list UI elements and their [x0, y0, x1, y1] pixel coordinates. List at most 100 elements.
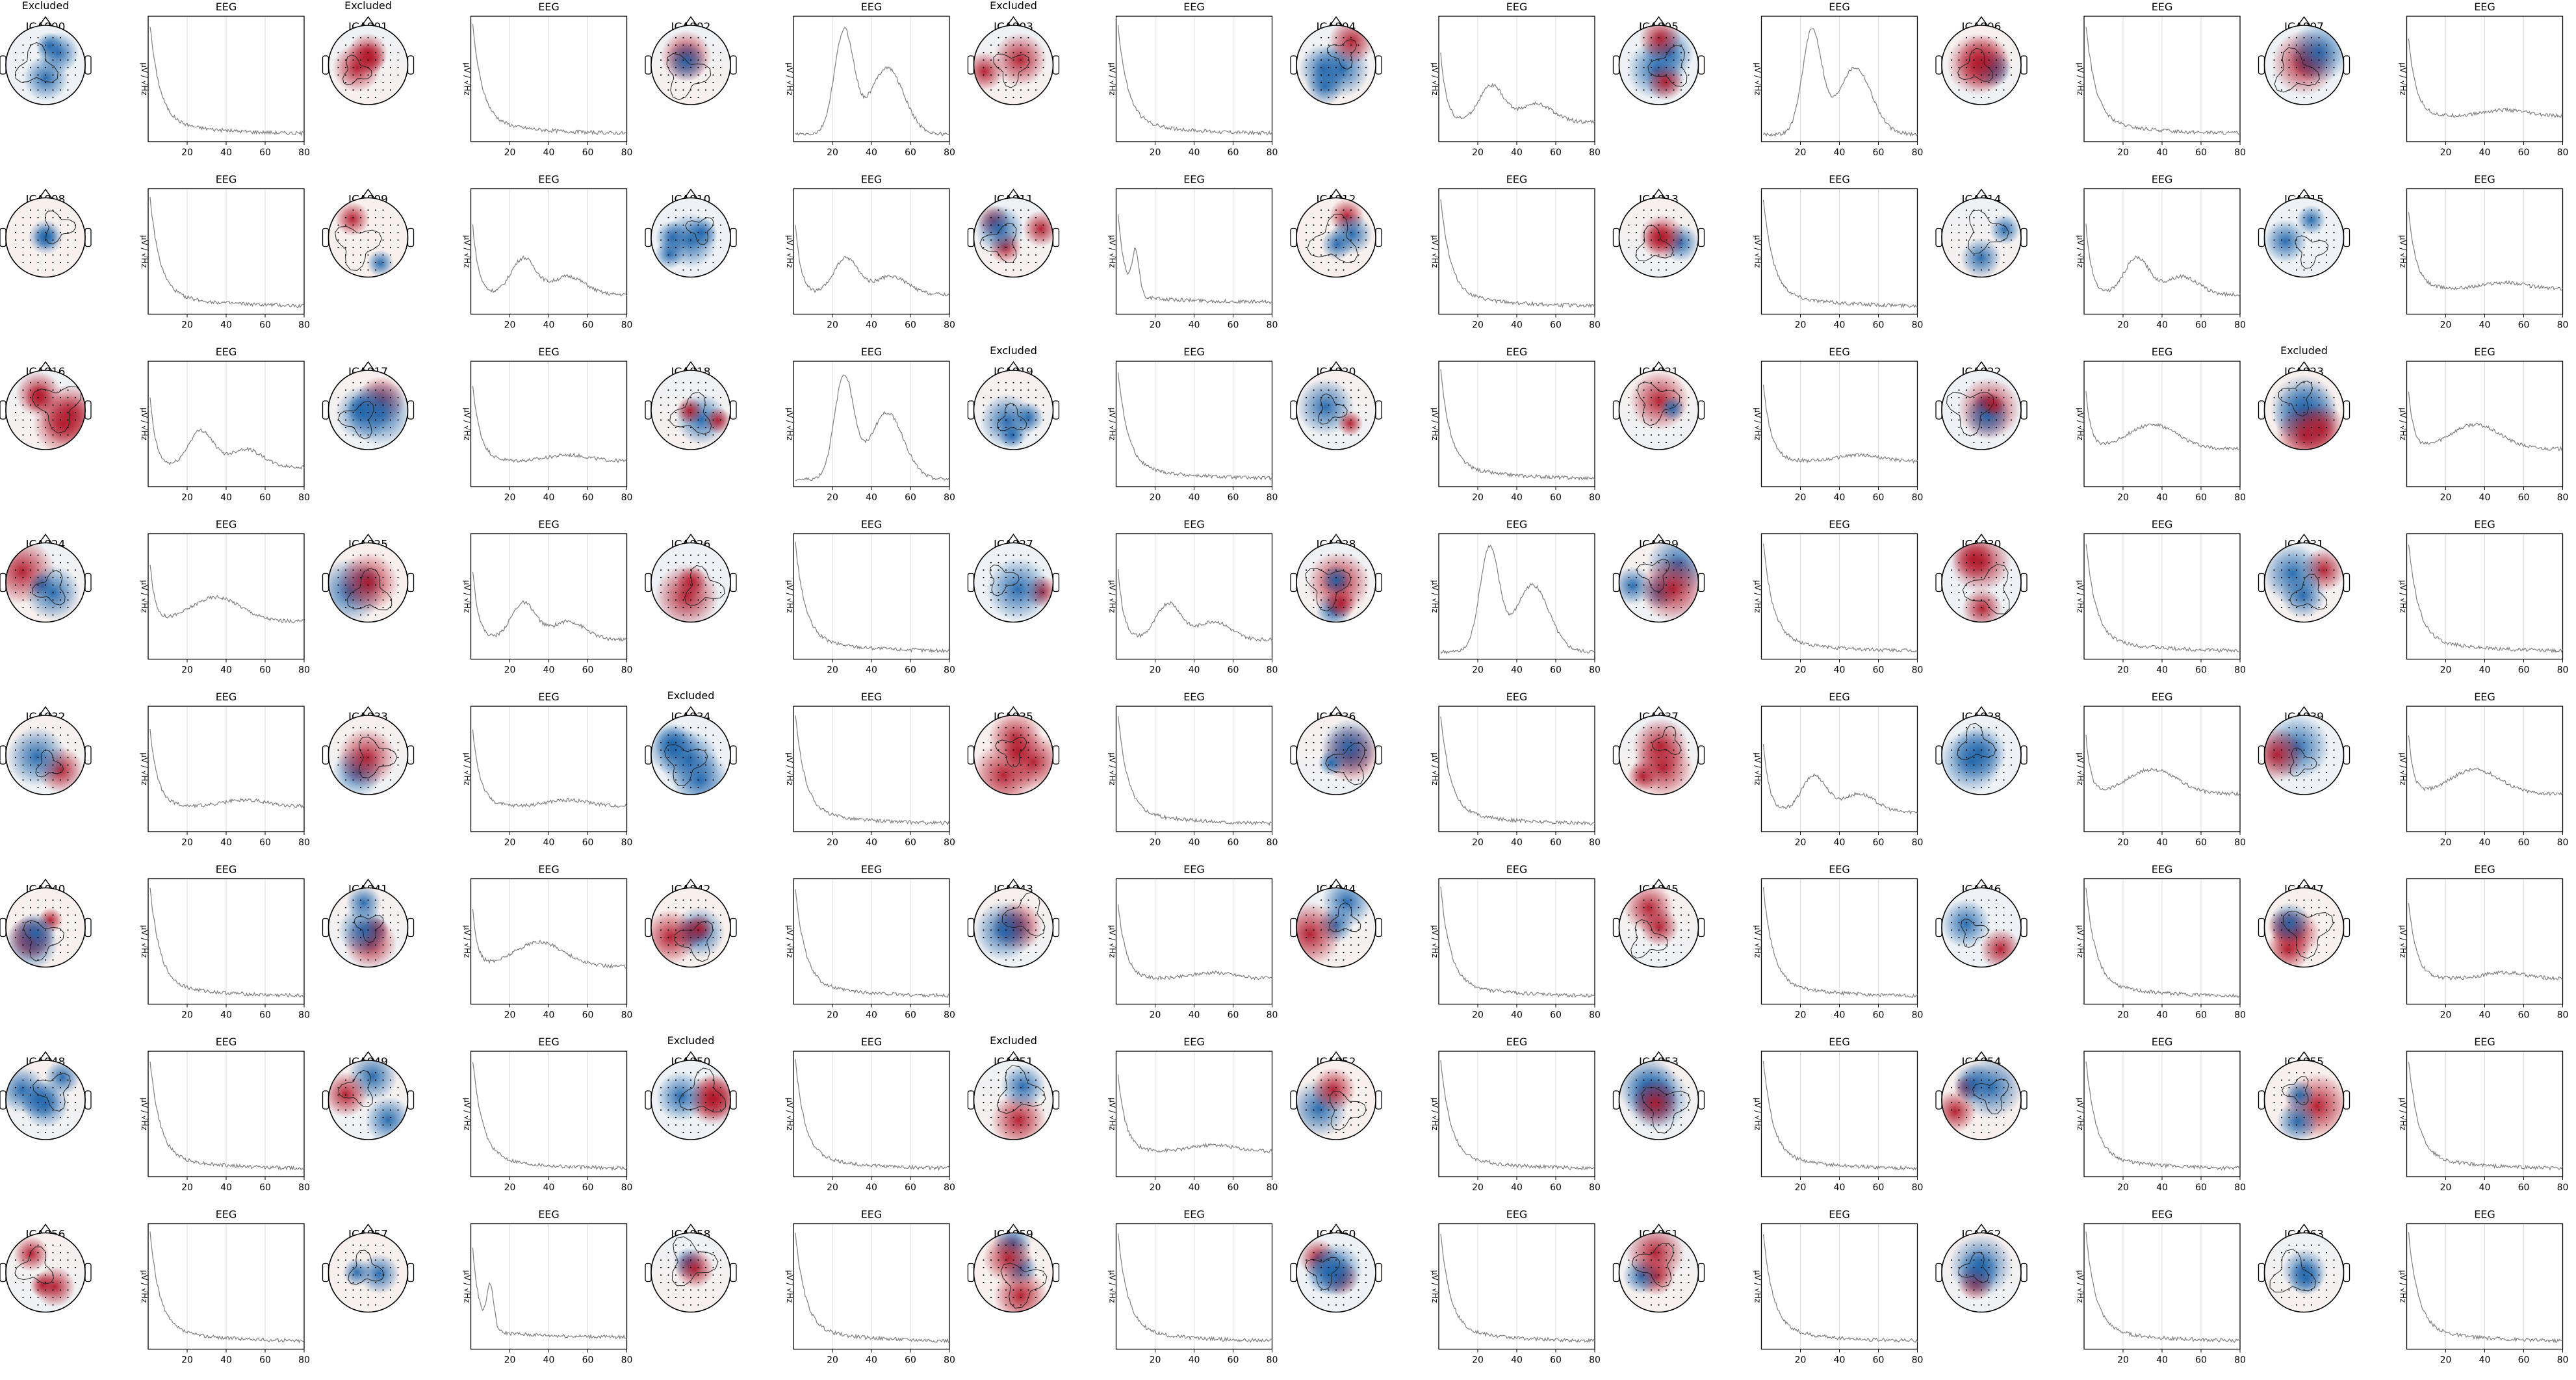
x-tick-label: 60 — [259, 837, 271, 848]
spectrum-plot: EEG 20 40 60 80 µV / √Hz — [1108, 1036, 1278, 1193]
x-tick-label: 60 — [2518, 147, 2530, 158]
x-tick-label: 80 — [298, 147, 310, 158]
spectrum-plot: EEG 20 40 60 80 µV / √Hz — [463, 1036, 633, 1193]
x-tick-label: 60 — [1873, 147, 1885, 158]
spectrum-line — [1440, 199, 1595, 308]
topomap — [645, 706, 737, 795]
spectrum-title: EEG — [216, 691, 237, 703]
x-tick-label: 40 — [1834, 1182, 1846, 1193]
spectrum-plot: EEG 20 40 60 80 µV / √Hz — [1430, 1208, 1601, 1366]
x-tick-label: 80 — [298, 665, 310, 676]
topomap — [0, 533, 92, 623]
x-tick-label: 20 — [827, 1010, 838, 1021]
x-tick-label: 80 — [298, 1182, 310, 1193]
y-axis-label: µV / √Hz — [2076, 580, 2085, 613]
y-axis-label: µV / √Hz — [2076, 1270, 2085, 1303]
spectrum-title: EEG — [1829, 1208, 1850, 1221]
spectrum-line — [1440, 716, 1595, 826]
x-tick-label: 20 — [1795, 1182, 1807, 1193]
spectrum-line — [795, 225, 950, 297]
x-tick-label: 20 — [504, 147, 516, 158]
topomap — [2258, 188, 2351, 278]
spectrum-plot: EEG 20 40 60 80 µV / √Hz — [2076, 691, 2246, 848]
topomap — [1290, 361, 1382, 450]
x-tick-label: 20 — [1795, 1010, 1807, 1021]
spectrum-title: EEG — [1183, 1, 1205, 13]
topomap — [2258, 1051, 2351, 1140]
x-tick-label: 40 — [543, 320, 555, 331]
topomap — [1290, 1051, 1382, 1140]
topomap — [1935, 361, 2028, 450]
x-tick-label: 40 — [2479, 1010, 2491, 1021]
spectrum-title: EEG — [2152, 863, 2173, 876]
x-tick-label: 60 — [1228, 492, 1239, 503]
x-tick-label: 20 — [1795, 147, 1807, 158]
spectrum-line — [2085, 390, 2241, 451]
spectrum-title: EEG — [1183, 173, 1205, 186]
x-tick-label: 20 — [181, 147, 193, 158]
spectrum-title: EEG — [538, 691, 560, 703]
excluded-label: Excluded — [667, 689, 715, 702]
y-axis-label: µV / √Hz — [1753, 580, 1762, 613]
topomap — [1290, 16, 1382, 105]
topomap — [322, 533, 415, 623]
x-tick-label: 20 — [504, 1182, 516, 1193]
spectrum-line — [1117, 25, 1273, 136]
x-tick-label: 60 — [582, 320, 594, 331]
x-tick-label: 20 — [1795, 320, 1807, 331]
spectrum-line — [149, 27, 305, 136]
spectrum-title: EEG — [2474, 1036, 2495, 1048]
spectrum-plot: EEG 20 40 60 80 µV / √Hz — [140, 863, 310, 1021]
spectrum-title: EEG — [1829, 1036, 1850, 1048]
x-tick-label: 40 — [1834, 1355, 1846, 1366]
spectrum-line — [472, 224, 628, 297]
x-tick-label: 20 — [181, 492, 193, 503]
x-tick-label: 60 — [1873, 1010, 1885, 1021]
x-tick-label: 80 — [1912, 1355, 1924, 1366]
topomap — [1612, 16, 1705, 105]
spectrum-title: EEG — [538, 346, 560, 358]
spectrum-line — [795, 541, 950, 654]
x-tick-label: 60 — [1873, 1182, 1885, 1193]
spectrum-plot: EEG 20 40 60 80 µV / √Hz — [463, 173, 633, 331]
x-tick-label: 20 — [827, 1182, 838, 1193]
y-axis-label: µV / √Hz — [1430, 235, 1439, 268]
spectrum-line — [1762, 1060, 1918, 1171]
x-tick-label: 40 — [1189, 665, 1200, 676]
x-tick-label: 20 — [827, 320, 838, 331]
x-tick-label: 40 — [1189, 1010, 1200, 1021]
y-axis-label: µV / √Hz — [1108, 580, 1117, 613]
x-tick-label: 20 — [2440, 492, 2452, 503]
x-tick-label: 80 — [944, 665, 955, 676]
x-tick-label: 40 — [220, 665, 232, 676]
x-tick-label: 60 — [1873, 1355, 1885, 1366]
topomap — [1612, 188, 1705, 278]
x-tick-label: 40 — [1189, 492, 1200, 503]
x-tick-label: 60 — [259, 1010, 271, 1021]
spectrum-plot: EEG 20 40 60 80 µV / √Hz — [140, 1, 310, 158]
spectrum-title: EEG — [538, 1036, 560, 1048]
excluded-label: Excluded — [344, 0, 392, 12]
y-axis-label: µV / √Hz — [2076, 407, 2085, 440]
x-tick-label: 20 — [2440, 1010, 2452, 1021]
spectrum-line — [2085, 224, 2241, 298]
topomap — [1290, 533, 1382, 623]
x-tick-label: 40 — [543, 837, 555, 848]
spectrum-title: EEG — [1183, 518, 1205, 531]
x-tick-label: 80 — [1589, 320, 1601, 331]
topomap — [1935, 706, 2028, 795]
x-tick-label: 60 — [2195, 837, 2207, 848]
x-tick-label: 80 — [2234, 665, 2246, 676]
x-tick-label: 80 — [1267, 837, 1278, 848]
x-tick-label: 60 — [905, 665, 916, 676]
x-tick-label: 80 — [298, 1010, 310, 1021]
spectrum-line — [1762, 1234, 1918, 1343]
topomap — [2258, 533, 2351, 623]
spectrum-title: EEG — [2152, 1208, 2173, 1221]
spectrum-line — [149, 728, 305, 809]
y-axis-label: µV / √Hz — [463, 407, 472, 440]
x-tick-label: 20 — [2117, 1182, 2129, 1193]
x-tick-label: 60 — [905, 492, 916, 503]
spectrum-line — [795, 1233, 950, 1344]
x-tick-label: 20 — [2117, 665, 2129, 676]
